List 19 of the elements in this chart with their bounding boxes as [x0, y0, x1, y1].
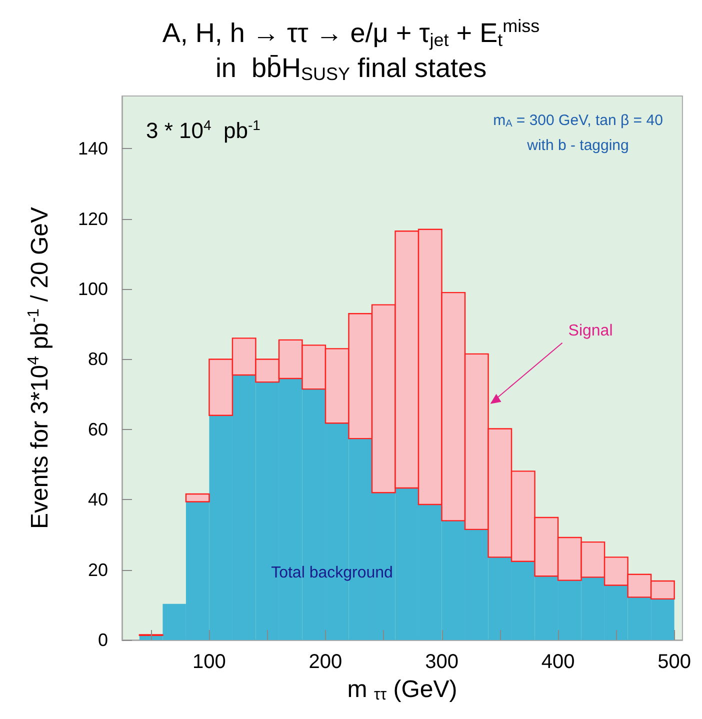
y-tick-label: 120 [78, 208, 108, 229]
annotation: with b - tagging [526, 137, 629, 154]
y-tick-label: 100 [78, 279, 108, 300]
annotation: Total background [271, 564, 393, 582]
x-axis-title: m ττ (GeV) [347, 676, 458, 704]
x-tick-label: 100 [192, 651, 226, 673]
bar [185, 493, 210, 502]
y-tick-label: 80 [88, 349, 108, 370]
y-tick-label: 0 [98, 630, 108, 650]
y-tick-label: 60 [88, 419, 108, 440]
y-axis-title: Events for 3*104 pb-1 / 20 GeV [26, 207, 54, 529]
y-tick-label: 140 [78, 138, 108, 159]
y-tick-label: 20 [88, 560, 108, 580]
annotation: Signal [568, 322, 613, 340]
x-tick-label: 200 [308, 651, 342, 673]
x-tick-label: 500 [658, 651, 692, 673]
y-tick-label: 40 [88, 490, 108, 510]
x-tick-label: 300 [425, 651, 458, 673]
x-tick-label: 400 [541, 651, 575, 673]
